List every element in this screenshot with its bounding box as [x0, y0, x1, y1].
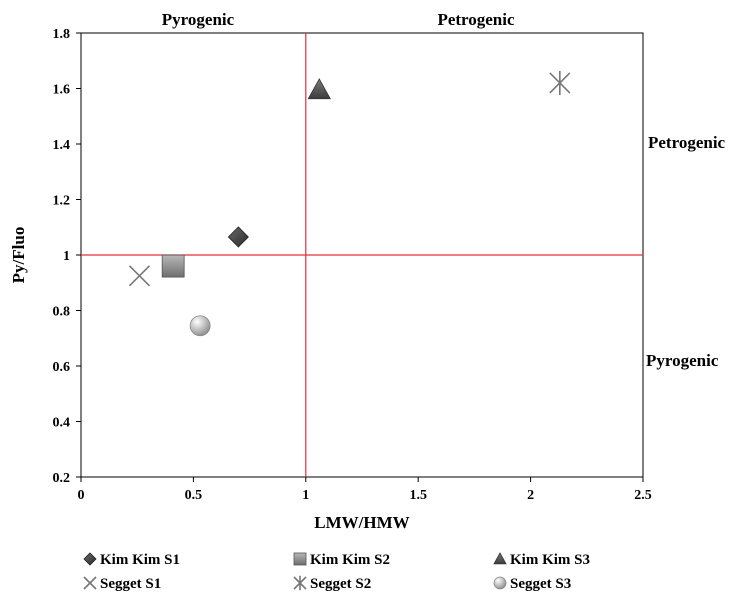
legend-label-kim-kim-s1: Kim Kim S1 [100, 552, 180, 568]
region-label-right-upper: Petrogenic [648, 133, 726, 152]
point-kim-kim-s3 [307, 78, 331, 100]
x-axis-title: LMW/HMW [314, 513, 409, 532]
legend-label-kim-kim-s2: Kim Kim S2 [310, 552, 390, 568]
y-tick-label: 0.6 [53, 360, 71, 375]
x-tick-label: 1.5 [409, 488, 427, 503]
region-label-top-right: Petrogenic [437, 10, 515, 29]
y-tick-label: 1.2 [53, 194, 71, 209]
point-kim-kim-s2 [161, 254, 185, 278]
legend-label-segget-s2: Segget S2 [310, 576, 371, 592]
region-label-right-lower: Pyrogenic [646, 351, 719, 370]
y-tick-label: 1.8 [53, 27, 71, 42]
y-tick-label: 0.2 [53, 471, 71, 486]
legend-marker-kim-kim-s1 [83, 552, 97, 566]
x-tick-label: 2 [527, 488, 534, 503]
legend: Kim Kim S1 Kim Kim S2 Kim Kim S3 Segget S1 S… [83, 552, 590, 592]
legend-label-kim-kim-s3: Kim Kim S3 [510, 552, 590, 568]
legend-label-segget-s1: Segget S1 [100, 576, 161, 592]
y-tick-label: 1 [63, 249, 70, 264]
legend-marker-segget-s2 [293, 575, 307, 591]
data-points [128, 70, 571, 337]
point-kim-kim-s1 [227, 226, 249, 248]
y-axis-title: Py/Fluo [9, 227, 28, 284]
x-tick-label: 0.5 [185, 488, 203, 503]
legend-marker-segget-s3 [493, 576, 507, 590]
legend-label-segget-s3: Segget S3 [510, 576, 571, 592]
x-tick-label: 0 [78, 488, 85, 503]
x-tick-label: 1 [302, 488, 309, 503]
point-segget-s1 [128, 265, 151, 287]
legend-marker-segget-s1 [83, 576, 97, 590]
point-segget-s3 [189, 315, 211, 337]
y-tick-label: 0.4 [53, 416, 71, 431]
x-tick-label: 2.5 [634, 488, 652, 503]
y-tick-label: 1.6 [53, 83, 71, 98]
y-axis-ticks: 0.2 0.4 0.6 0.8 1 1.2 1.4 1.6 1.8 [53, 27, 81, 486]
legend-marker-kim-kim-s3 [493, 552, 507, 565]
y-tick-label: 1.4 [53, 138, 71, 153]
y-tick-label: 0.8 [53, 305, 71, 320]
legend-marker-kim-kim-s2 [293, 552, 307, 566]
x-axis-ticks: 0 0.5 1 1.5 2 2.5 [78, 477, 652, 503]
region-label-top-left: Pyrogenic [162, 10, 235, 29]
point-segget-s2 [549, 70, 571, 95]
